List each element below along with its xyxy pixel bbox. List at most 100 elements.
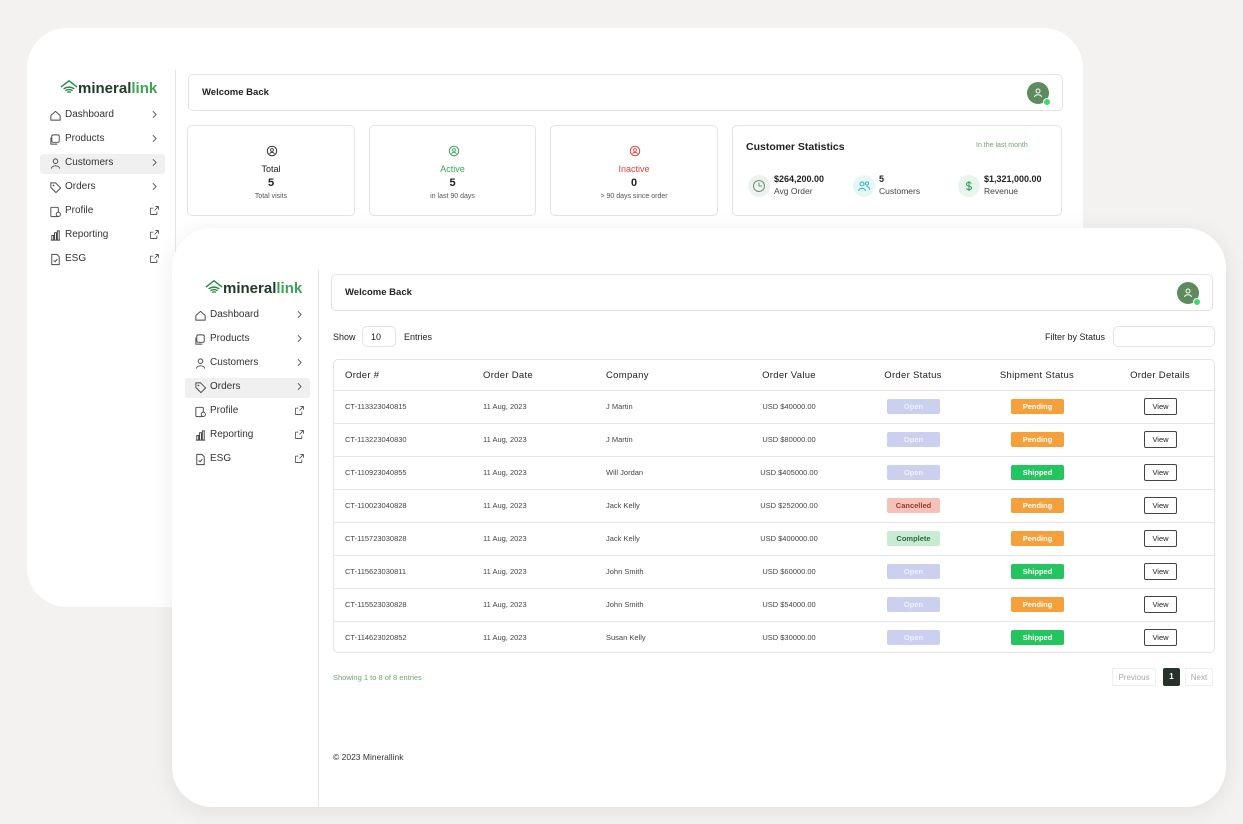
stat-icon-shape (864, 181, 870, 186)
table-cell: CT-113223040830 (345, 435, 407, 444)
pagination-previous[interactable]: Previous (1112, 668, 1156, 686)
nav-arrow-shape (150, 230, 159, 239)
status-text: Open (903, 402, 924, 411)
status-text: Shipped (1022, 468, 1053, 477)
view-button[interactable]: View (1144, 398, 1177, 415)
nav-label: Profile (65, 205, 94, 216)
column-header: Company (606, 370, 649, 381)
nav-icon-shape (53, 258, 58, 263)
table-cell: Jack Kelly (606, 501, 640, 510)
stat-icon (629, 145, 641, 157)
status-text: Open (903, 435, 924, 444)
table-cell: 11 Aug, 2023 (483, 435, 527, 444)
nav-arrow-shape (152, 183, 157, 190)
status-badge: Shipped (1011, 630, 1064, 645)
table-cell: CT-114623020852 (345, 633, 407, 642)
stat-icon-shape (269, 151, 275, 155)
nav-item[interactable]: Reporting (185, 426, 310, 446)
nav-icon-shape (51, 134, 60, 143)
nav-arrow-shape (150, 206, 159, 215)
nav-label: Reporting (65, 229, 109, 240)
avatar-status (1193, 298, 1201, 306)
status-text: Open (903, 600, 924, 609)
nav-arrow (150, 230, 159, 239)
stat-card: Active 5 in last 90 days (369, 125, 536, 216)
nav-arrow-shape (295, 454, 304, 463)
avatar-icon (1184, 288, 1192, 298)
nav-item[interactable]: ESG (185, 450, 310, 470)
stat-title: Total (261, 164, 281, 174)
nav-icon-shape (195, 310, 206, 321)
nav-label: Orders (65, 181, 96, 192)
stat-note: > 90 days since order (600, 193, 668, 200)
avatar[interactable] (1177, 282, 1201, 306)
page-size-select[interactable]: 10 (362, 326, 396, 347)
nav-item[interactable]: Products (185, 330, 310, 350)
nav-label: Customers (65, 157, 114, 168)
stat-icon-shape (965, 181, 973, 191)
nav-arrow-shape (152, 135, 157, 142)
pagination-next[interactable]: Next (1185, 668, 1213, 686)
stat-icon-shape (758, 182, 762, 187)
nav-item[interactable]: ESG (40, 250, 165, 270)
stat-icon-shape (858, 187, 866, 192)
nav-icon-shape (197, 358, 204, 364)
avatar-icon-shape (1035, 88, 1041, 94)
stat-value: 5 (267, 177, 275, 189)
view-button[interactable]: View (1144, 431, 1177, 448)
avatar-status (1043, 98, 1051, 106)
nav-arrow-shape (297, 335, 302, 342)
nav-arrow-shape (295, 430, 304, 439)
stat-icon-shape (451, 148, 456, 152)
stat-icon-shape (629, 145, 641, 157)
nav-label: Products (210, 333, 250, 344)
nav-icon-shape (197, 384, 200, 387)
stat-value: 0 (630, 177, 638, 189)
status-text: Pending (1022, 600, 1053, 609)
status-text: Cancelled (895, 501, 932, 510)
nav-item[interactable]: Dashboard (40, 106, 165, 126)
table-cell: USD $30000.00 (762, 633, 816, 642)
nav-item[interactable]: Customers (40, 154, 165, 174)
view-button[interactable]: View (1144, 464, 1177, 481)
view-button[interactable]: View (1144, 530, 1177, 547)
table-cell: CT-115523030828 (345, 600, 407, 609)
view-button[interactable]: View (1144, 629, 1177, 646)
table-cell: 11 Aug, 2023 (483, 600, 527, 609)
nav-arrow-shape (297, 311, 302, 318)
status-badge: Pending (1011, 432, 1064, 447)
status-text: Open (903, 567, 924, 576)
nav-arrow (152, 135, 157, 142)
avatar[interactable] (1027, 82, 1051, 106)
nav-item[interactable]: Reporting (40, 226, 165, 246)
stat-note: in last 90 days (430, 193, 475, 200)
nav-item[interactable]: Profile (40, 202, 165, 222)
stat-icon-shape (632, 151, 638, 155)
stat-icon-shape (633, 148, 637, 152)
status-filter-select[interactable] (1113, 326, 1215, 347)
nav-item[interactable]: Orders (40, 178, 165, 198)
nav-arrow (152, 183, 157, 190)
welcome-text: Welcome Back (345, 287, 412, 298)
table-cell: John Smith (606, 567, 644, 576)
avatar-icon (1034, 88, 1042, 98)
period-select[interactable]: In the last month (976, 142, 1028, 149)
nav-icon (50, 134, 60, 145)
nav-item[interactable]: Orders (185, 378, 310, 398)
nav-icon-shape (195, 365, 206, 369)
pagination-current[interactable]: 1 (1163, 668, 1180, 686)
nav-icon-shape (50, 137, 58, 145)
nav-item[interactable]: Customers (185, 354, 310, 374)
view-button[interactable]: View (1144, 596, 1177, 613)
column-header: Order Details (1130, 370, 1190, 381)
row-divider (334, 588, 1214, 589)
nav-item[interactable]: Profile (185, 402, 310, 422)
table-cell: USD $40000.00 (762, 402, 816, 411)
nav-item[interactable]: Dashboard (185, 306, 310, 326)
view-button[interactable]: View (1144, 497, 1177, 514)
table-cell: CT-113323040815 (345, 402, 407, 411)
table-cell: CT-110023040828 (345, 501, 407, 510)
view-button[interactable]: View (1144, 563, 1177, 580)
status-badge: Open (887, 465, 940, 480)
nav-item[interactable]: Products (40, 130, 165, 150)
